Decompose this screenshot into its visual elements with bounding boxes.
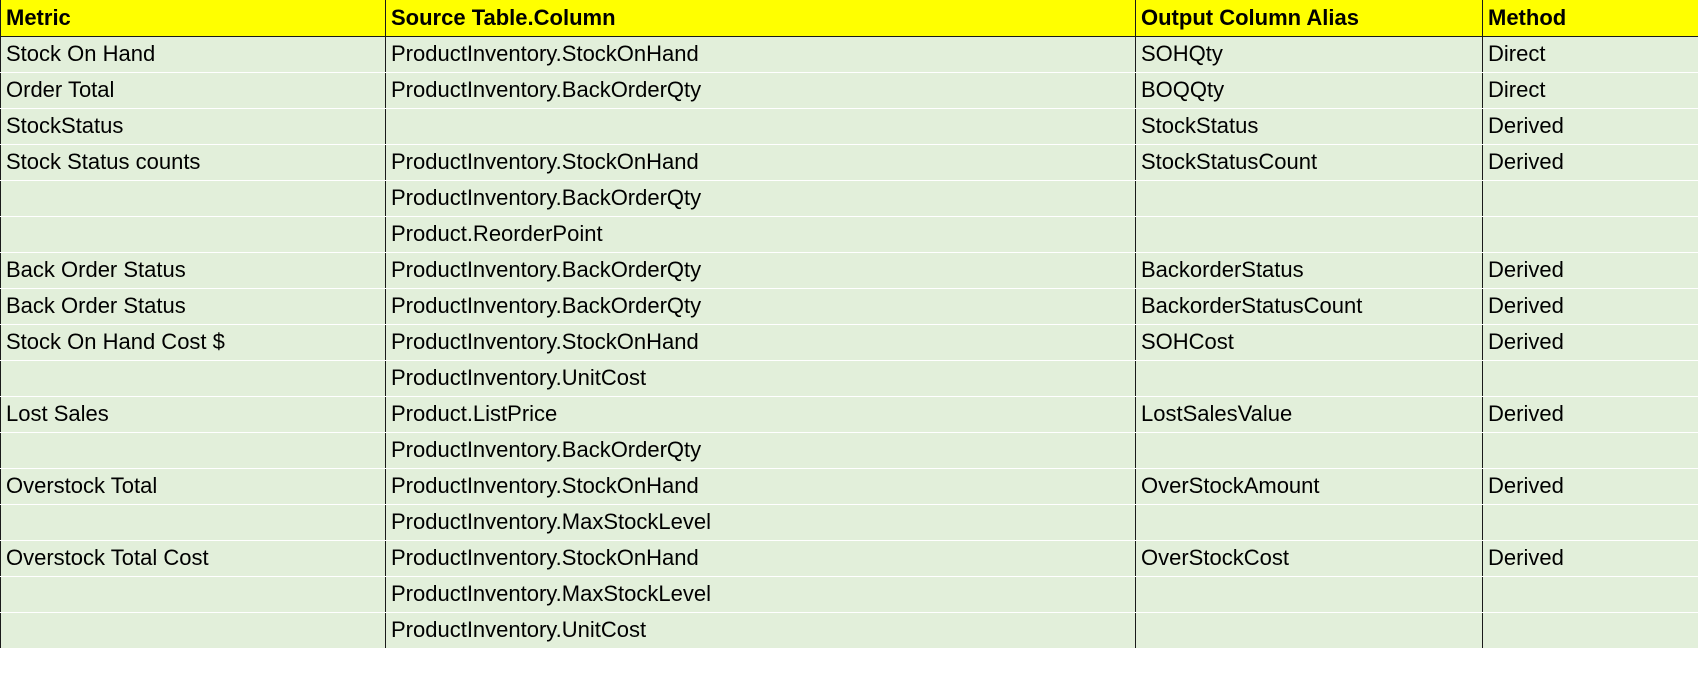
table-row: ProductInventory.MaxStockLevel: [0, 503, 1698, 541]
output-alias-cell[interactable]: LostSalesValue: [1135, 395, 1483, 433]
table-row: Stock On Hand ProductInventory.StockOnHan…: [0, 35, 1698, 73]
method-cell[interactable]: [1482, 503, 1698, 541]
source-column-cell[interactable]: ProductInventory.StockOnHand: [385, 539, 1136, 577]
source-column-cell[interactable]: Product.ReorderPoint: [385, 215, 1136, 253]
table-row: Product.ReorderPoint: [0, 215, 1698, 253]
method-cell[interactable]: [1482, 215, 1698, 253]
header-cell-source-table-column[interactable]: Source Table.Column: [385, 0, 1136, 37]
method-cell[interactable]: [1482, 611, 1698, 648]
output-alias-cell[interactable]: SOHQty: [1135, 35, 1483, 73]
output-alias-cell[interactable]: [1135, 215, 1483, 253]
table-row: Stock On Hand Cost $ ProductInventory.Sto…: [0, 323, 1698, 361]
source-column-cell[interactable]: ProductInventory.UnitCost: [385, 359, 1136, 397]
method-cell[interactable]: Direct: [1482, 71, 1698, 109]
source-column-cell[interactable]: ProductInventory.StockOnHand: [385, 35, 1136, 73]
table-row: ProductInventory.MaxStockLevel: [0, 575, 1698, 613]
source-column-cell[interactable]: ProductInventory.UnitCost: [385, 611, 1136, 648]
output-alias-cell[interactable]: SOHCost: [1135, 323, 1483, 361]
metric-cell[interactable]: Order Total: [0, 71, 386, 109]
header-cell-metric[interactable]: Metric: [0, 0, 386, 37]
output-alias-cell[interactable]: OverStockCost: [1135, 539, 1483, 577]
source-column-cell[interactable]: ProductInventory.MaxStockLevel: [385, 503, 1136, 541]
metric-cell[interactable]: StockStatus: [0, 107, 386, 145]
output-alias-cell[interactable]: [1135, 503, 1483, 541]
metric-cell[interactable]: Back Order Status: [0, 251, 386, 289]
metric-cell[interactable]: [0, 359, 386, 397]
source-column-cell[interactable]: ProductInventory.BackOrderQty: [385, 251, 1136, 289]
method-cell[interactable]: [1482, 359, 1698, 397]
table-row: Overstock Total Cost ProductInventory.Sto…: [0, 539, 1698, 577]
method-cell[interactable]: [1482, 179, 1698, 217]
source-column-cell[interactable]: ProductInventory.BackOrderQty: [385, 71, 1136, 109]
table-row: StockStatus StockStatus Derived: [0, 107, 1698, 145]
metric-cell[interactable]: Lost Sales: [0, 395, 386, 433]
output-alias-cell[interactable]: StockStatusCount: [1135, 143, 1483, 181]
method-cell[interactable]: Derived: [1482, 395, 1698, 433]
output-alias-cell[interactable]: [1135, 431, 1483, 469]
method-cell[interactable]: Derived: [1482, 251, 1698, 289]
source-column-cell[interactable]: ProductInventory.BackOrderQty: [385, 431, 1136, 469]
output-alias-cell[interactable]: [1135, 611, 1483, 648]
method-cell[interactable]: Direct: [1482, 35, 1698, 73]
method-cell[interactable]: [1482, 431, 1698, 469]
metric-cell[interactable]: [0, 575, 386, 613]
header-row: Metric Source Table.Column Output Column…: [0, 0, 1698, 37]
metric-cell[interactable]: [0, 215, 386, 253]
method-cell[interactable]: Derived: [1482, 467, 1698, 505]
output-alias-cell[interactable]: BackorderStatus: [1135, 251, 1483, 289]
output-alias-cell[interactable]: BOQQty: [1135, 71, 1483, 109]
source-column-cell[interactable]: ProductInventory.StockOnHand: [385, 467, 1136, 505]
metric-cell[interactable]: Back Order Status: [0, 287, 386, 325]
table-row: ProductInventory.UnitCost: [0, 611, 1698, 648]
header-cell-output-column-alias[interactable]: Output Column Alias: [1135, 0, 1483, 37]
table-row: Stock Status counts ProductInventory.Stoc…: [0, 143, 1698, 181]
output-alias-cell[interactable]: BackorderStatusCount: [1135, 287, 1483, 325]
output-alias-cell[interactable]: [1135, 575, 1483, 613]
metric-cell[interactable]: Stock Status counts: [0, 143, 386, 181]
method-cell[interactable]: Derived: [1482, 539, 1698, 577]
metric-cell[interactable]: Stock On Hand: [0, 35, 386, 73]
table-body: Stock On Hand ProductInventory.StockOnHan…: [0, 35, 1698, 648]
metric-cell[interactable]: Stock On Hand Cost $: [0, 323, 386, 361]
metric-cell[interactable]: [0, 503, 386, 541]
method-cell[interactable]: [1482, 575, 1698, 613]
output-alias-cell[interactable]: [1135, 359, 1483, 397]
source-column-cell[interactable]: ProductInventory.MaxStockLevel: [385, 575, 1136, 613]
output-alias-cell[interactable]: [1135, 179, 1483, 217]
header-cell-method[interactable]: Method: [1482, 0, 1698, 37]
metrics-mapping-table: Metric Source Table.Column Output Column…: [0, 0, 1698, 648]
table-row: Lost Sales Product.ListPrice LostSalesValu…: [0, 395, 1698, 433]
metric-cell[interactable]: [0, 431, 386, 469]
source-column-cell[interactable]: Product.ListPrice: [385, 395, 1136, 433]
method-cell[interactable]: Derived: [1482, 143, 1698, 181]
table-row: ProductInventory.UnitCost: [0, 359, 1698, 397]
output-alias-cell[interactable]: StockStatus: [1135, 107, 1483, 145]
table-row: Back Order Status ProductInventory.BackOr…: [0, 251, 1698, 289]
table-row: Order Total ProductInventory.BackOrderQty…: [0, 71, 1698, 109]
table-row: ProductInventory.BackOrderQty: [0, 179, 1698, 217]
source-column-cell[interactable]: ProductInventory.StockOnHand: [385, 143, 1136, 181]
source-column-cell[interactable]: ProductInventory.BackOrderQty: [385, 287, 1136, 325]
source-column-cell[interactable]: [385, 107, 1136, 145]
source-column-cell[interactable]: ProductInventory.StockOnHand: [385, 323, 1136, 361]
table-row: ProductInventory.BackOrderQty: [0, 431, 1698, 469]
metric-cell[interactable]: Overstock Total: [0, 467, 386, 505]
table-row: Back Order Status ProductInventory.BackOr…: [0, 287, 1698, 325]
metric-cell[interactable]: Overstock Total Cost: [0, 539, 386, 577]
output-alias-cell[interactable]: OverStockAmount: [1135, 467, 1483, 505]
metric-cell[interactable]: [0, 179, 386, 217]
source-column-cell[interactable]: ProductInventory.BackOrderQty: [385, 179, 1136, 217]
metric-cell[interactable]: [0, 611, 386, 648]
table-row: Overstock Total ProductInventory.StockOnH…: [0, 467, 1698, 505]
method-cell[interactable]: Derived: [1482, 287, 1698, 325]
method-cell[interactable]: Derived: [1482, 323, 1698, 361]
method-cell[interactable]: Derived: [1482, 107, 1698, 145]
